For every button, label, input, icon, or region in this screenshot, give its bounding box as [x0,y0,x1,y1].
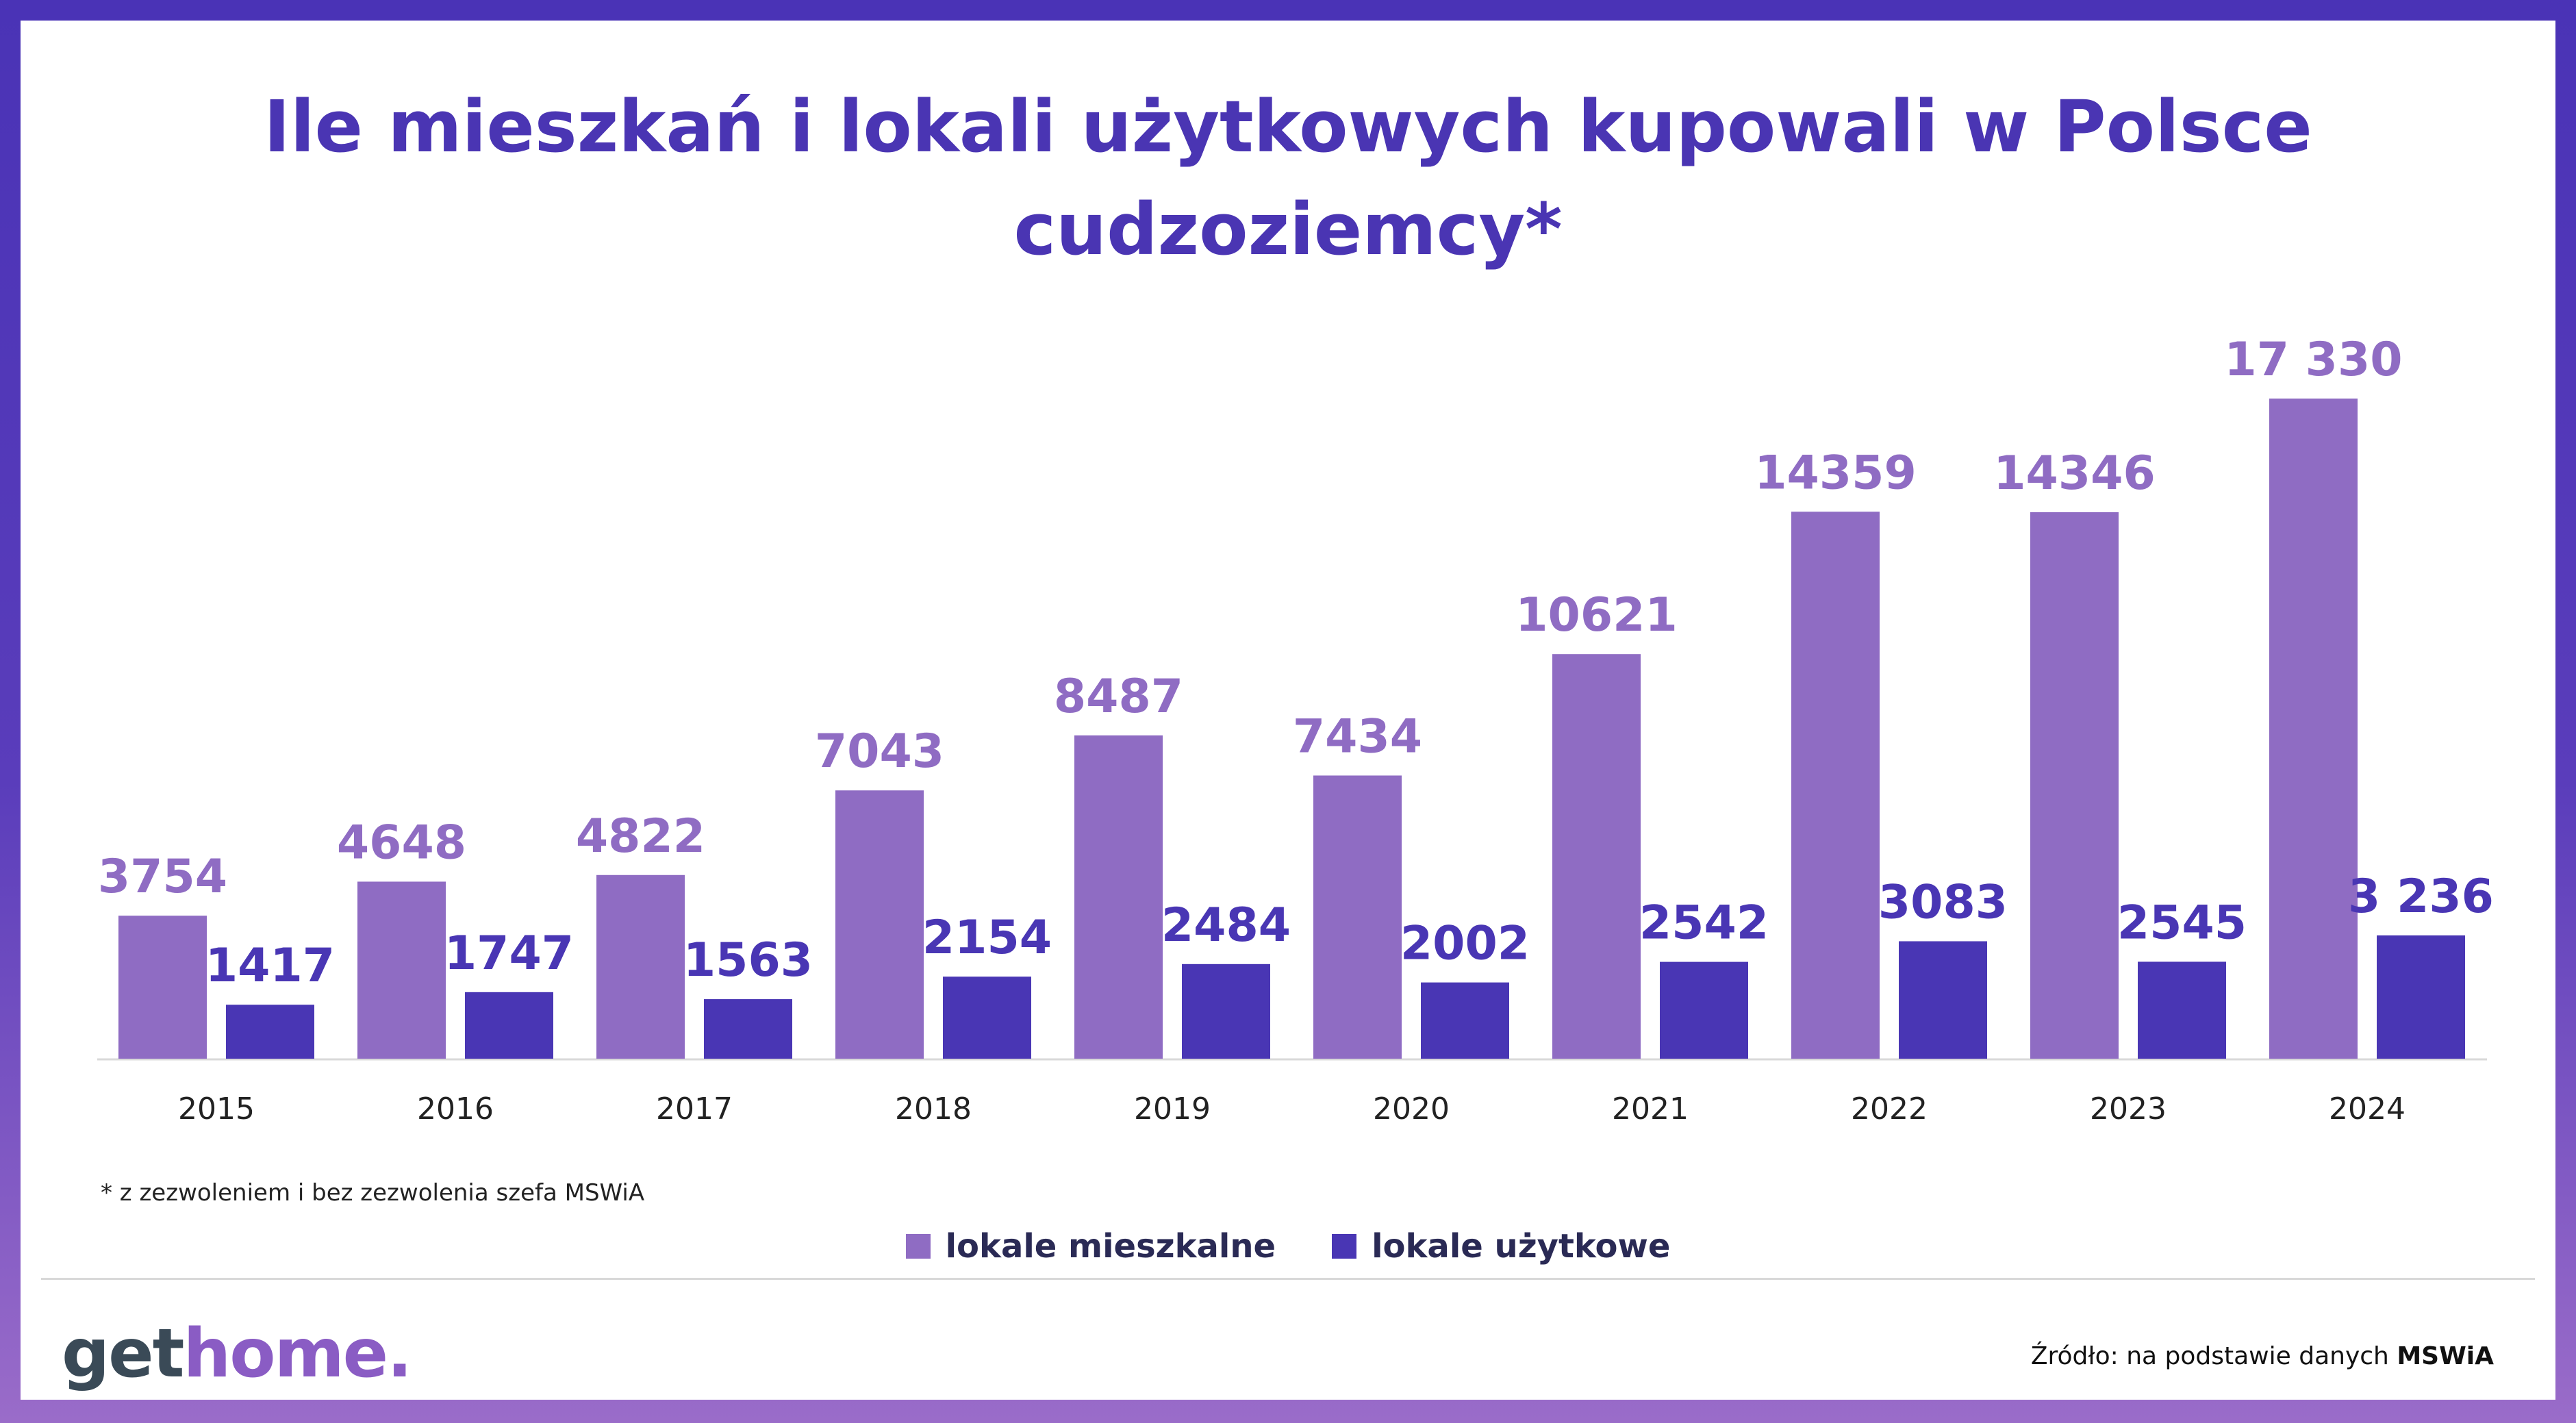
x-tick-label-2016: 2016 [417,1092,494,1126]
data-label-commercial-2015: 1417 [205,939,335,993]
data-label-commercial-2017: 1563 [683,933,813,987]
data-label-residential-2016: 4648 [337,816,466,870]
legend-swatch-residential [905,1234,931,1259]
bar-residential-2019 [1074,735,1163,1059]
bar-commercial-2023 [2138,961,2226,1059]
bar-commercial-2022 [1899,941,1987,1059]
data-label-residential-2019: 8487 [1054,670,1183,724]
data-label-commercial-2023: 2545 [2117,896,2247,950]
gethome-logo: gethome. [62,1315,412,1393]
source-note: Źródło: na podstawie danych MSWiA [2031,1342,2494,1370]
data-label-commercial-2021: 2542 [1639,896,1769,950]
data-label-commercial-2020: 2002 [1400,917,1530,971]
x-tick-label-2022: 2022 [1851,1092,1928,1126]
bar-commercial-2018 [943,977,1031,1059]
footnote: * z zezwoleniem i bez zezwolenia szefa M… [101,1179,645,1207]
data-label-commercial-2016: 1747 [444,927,574,981]
data-label-residential-2020: 7434 [1293,709,1422,764]
footer-divider [41,1278,2535,1280]
logo-part-get: get [62,1315,184,1393]
data-label-commercial-2018: 2154 [922,911,1052,965]
data-label-residential-2018: 7043 [815,725,944,779]
source-prefix: Źródło: na podstawie danych [2030,1342,2389,1370]
legend-item-commercial: lokale użytkowe [1332,1227,1670,1265]
bar-commercial-2015 [226,1005,314,1059]
data-label-residential-2022: 14359 [1754,446,1917,500]
bar-commercial-2019 [1182,964,1270,1059]
data-label-residential-2021: 10621 [1515,588,1678,642]
x-tick-label-2018: 2018 [895,1092,972,1126]
x-tick-label-2023: 2023 [2090,1092,2167,1126]
x-tick-label-2019: 2019 [1134,1092,1211,1126]
legend-swatch-commercial [1332,1234,1357,1259]
bar-residential-2020 [1313,775,1402,1059]
bar-residential-2021 [1552,654,1641,1059]
data-label-residential-2017: 4822 [576,809,705,864]
bar-residential-2022 [1791,512,1880,1059]
legend-label-commercial: lokale użytkowe [1372,1227,1671,1265]
logo-part-home: home. [183,1315,412,1393]
x-tick-label-2024: 2024 [2329,1092,2405,1126]
bar-chart: 3754 1417 2015 4648 1747 2016 4822 1563 2017 7043… [97,333,2494,1126]
bar-commercial-2021 [1660,961,1748,1059]
bar-commercial-2024 [2377,935,2465,1059]
x-tick-label-2020: 2020 [1373,1092,1450,1126]
bar-residential-2017 [596,874,685,1059]
bar-residential-2024 [2269,399,2358,1059]
legend-label-residential: lokale mieszkalne [945,1227,1276,1265]
bar-residential-2015 [118,916,207,1059]
chart-title: Ile mieszkań i lokali użytkowych kupowal… [21,75,2555,281]
bar-commercial-2016 [465,992,553,1059]
data-label-residential-2015: 3754 [98,850,227,904]
chart-title-line-1: Ile mieszkań i lokali użytkowych kupowal… [264,85,2312,168]
bar-residential-2018 [835,790,924,1059]
bar-residential-2016 [357,881,446,1059]
x-tick-label-2017: 2017 [656,1092,733,1126]
chart-card: Ile mieszkań i lokali użytkowych kupowal… [21,21,2555,1400]
bar-commercial-2017 [704,999,792,1059]
data-label-residential-2023: 14346 [1993,446,2156,501]
x-tick-label-2021: 2021 [1612,1092,1689,1126]
data-label-residential-2024: 17 330 [2224,333,2402,387]
x-tick-label-2015: 2015 [178,1092,255,1126]
data-label-commercial-2019: 2484 [1161,898,1291,953]
data-label-commercial-2022: 3083 [1878,876,2008,930]
chart-title-line-2: cudzoziemcy* [1013,188,1563,271]
source-name: MSWiA [2397,1342,2494,1370]
legend-item-residential: lokale mieszkalne [905,1227,1276,1265]
chart-legend: lokale mieszkalne lokale użytkowe [21,1227,2555,1265]
bar-residential-2023 [2030,512,2119,1059]
bar-commercial-2020 [1421,982,1509,1059]
data-label-commercial-2024: 3 236 [2348,870,2494,924]
